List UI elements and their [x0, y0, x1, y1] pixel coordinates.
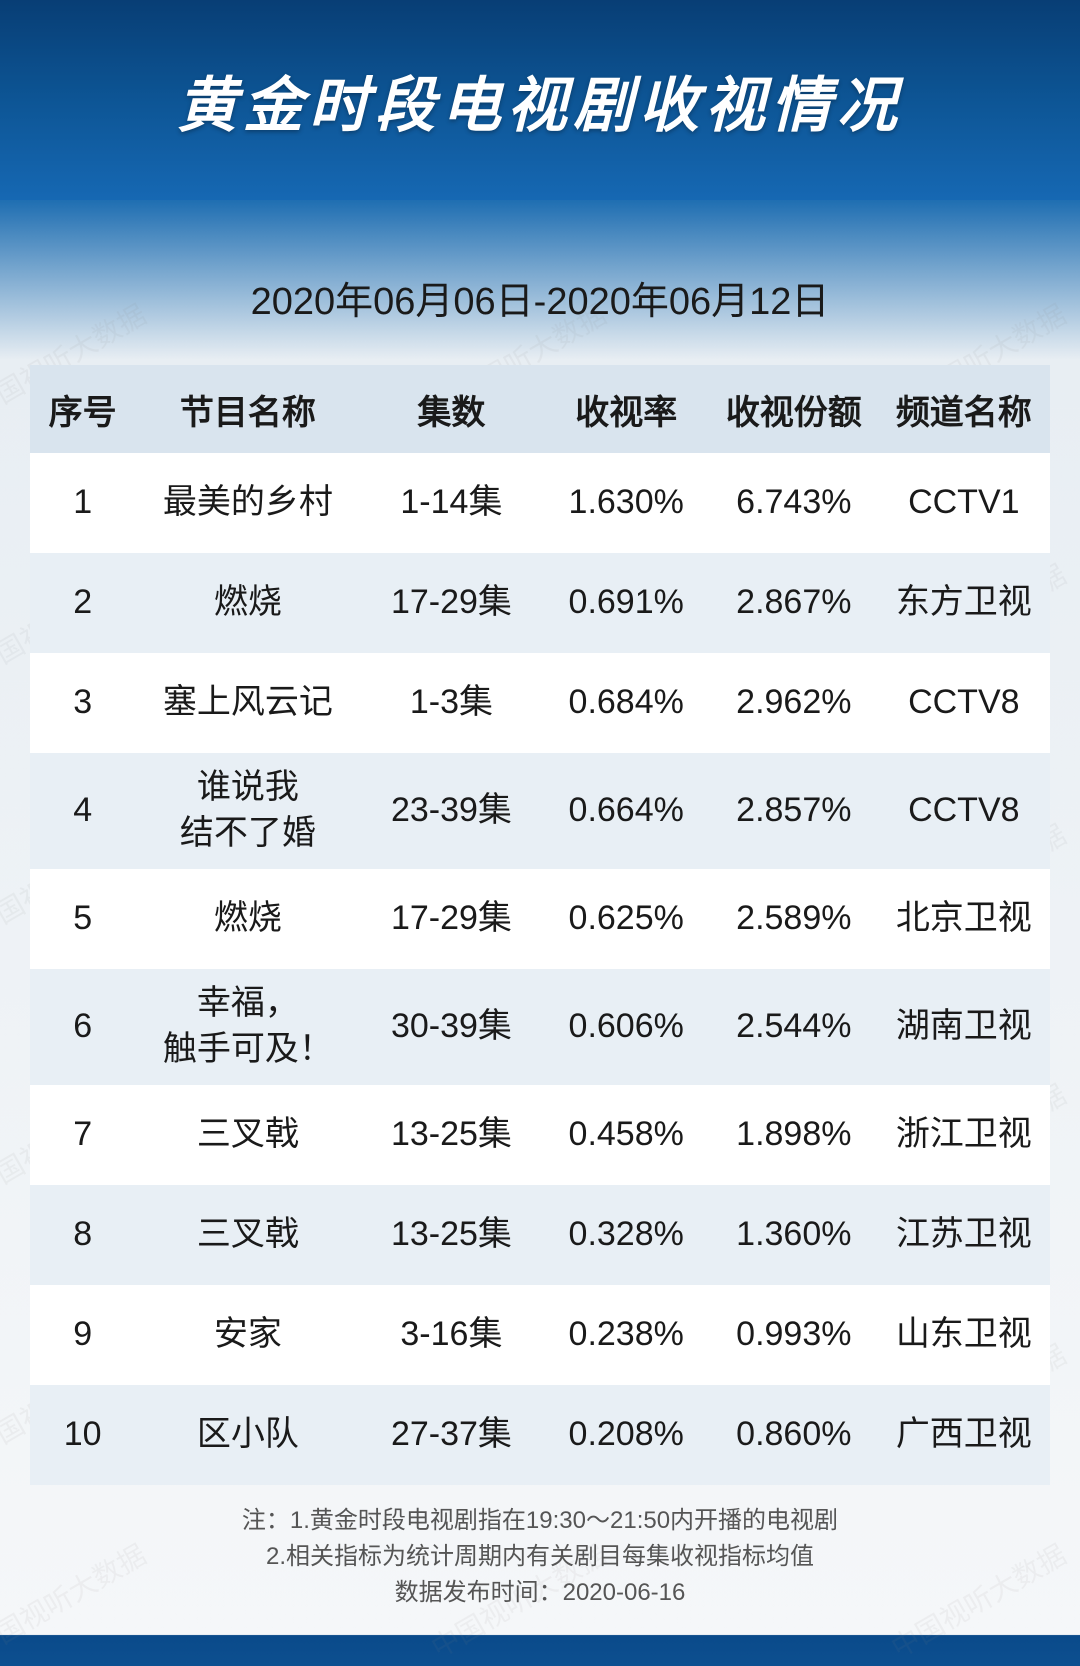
cell-name: 塞上风云记 [135, 680, 360, 726]
cell-channel: 东方卫视 [878, 580, 1050, 626]
cell-rating: 1.630% [542, 480, 710, 526]
col-header-name: 节目名称 [135, 385, 360, 434]
cell-share: 2.544% [710, 1004, 878, 1050]
table-row: 7 三叉戟 13-25集 0.458% 1.898% 浙江卫视 [30, 1085, 1050, 1185]
cell-share: 0.860% [710, 1412, 878, 1458]
cell-share: 2.857% [710, 788, 878, 834]
cell-eps: 3-16集 [360, 1312, 542, 1358]
cell-name: 燃烧 [135, 896, 360, 942]
col-header-rating: 收视率 [542, 385, 710, 434]
cell-rank: 2 [30, 580, 135, 626]
cell-name: 幸福， 触手可及！ [135, 981, 360, 1073]
cell-rank: 6 [30, 1004, 135, 1050]
cell-rank: 3 [30, 680, 135, 726]
table-row: 3 塞上风云记 1-3集 0.684% 2.962% CCTV8 [30, 653, 1050, 753]
table-header: 序号 节目名称 集数 收视率 收视份额 频道名称 [30, 365, 1050, 453]
ratings-table: 序号 节目名称 集数 收视率 收视份额 频道名称 1 最美的乡村 1-14集 1… [30, 365, 1050, 1485]
col-header-channel: 频道名称 [878, 385, 1050, 434]
cell-rank: 9 [30, 1312, 135, 1358]
cell-name: 谁说我 结不了婚 [135, 765, 360, 857]
cell-name: 三叉戟 [135, 1112, 360, 1158]
cell-channel: CCTV8 [878, 680, 1050, 726]
col-header-share: 收视份额 [710, 385, 878, 434]
footer: 注：1.黄金时段电视剧指在19:30～21:50内开播的电视剧 2.相关指标为统… [0, 1485, 1080, 1611]
cell-channel: 北京卫视 [878, 896, 1050, 942]
cell-rating: 0.625% [542, 896, 710, 942]
cell-channel: CCTV1 [878, 480, 1050, 526]
cell-rank: 5 [30, 896, 135, 942]
cell-rating: 0.238% [542, 1312, 710, 1358]
date-range: 2020年06月06日-2020年06月12日 [30, 240, 1050, 365]
cell-eps: 27-37集 [360, 1412, 542, 1458]
cell-rank: 10 [30, 1412, 135, 1458]
cell-rank: 8 [30, 1212, 135, 1258]
table-row: 1 最美的乡村 1-14集 1.630% 6.743% CCTV1 [30, 453, 1050, 553]
table-row: 2 燃烧 17-29集 0.691% 2.867% 东方卫视 [30, 553, 1050, 653]
cell-rating: 0.691% [542, 580, 710, 626]
cell-share: 1.898% [710, 1112, 878, 1158]
cell-channel: 山东卫视 [878, 1312, 1050, 1358]
header: 黄金时段电视剧收视情况 [0, 0, 1080, 200]
cell-rank: 1 [30, 480, 135, 526]
footer-publish: 数据发布时间：2020-06-16 [30, 1575, 1050, 1611]
footer-note-2: 2.相关指标为统计周期内有关剧目每集收视指标均值 [30, 1539, 1050, 1575]
cell-eps: 13-25集 [360, 1112, 542, 1158]
cell-eps: 1-14集 [360, 480, 542, 526]
page-title: 黄金时段电视剧收视情况 [177, 57, 903, 144]
col-header-rank: 序号 [30, 385, 135, 434]
cell-channel: 浙江卫视 [878, 1112, 1050, 1158]
cell-eps: 13-25集 [360, 1212, 542, 1258]
cell-name: 最美的乡村 [135, 480, 360, 526]
cell-rating: 0.328% [542, 1212, 710, 1258]
table-row: 4 谁说我 结不了婚 23-39集 0.664% 2.857% CCTV8 [30, 753, 1050, 869]
table-row: 9 安家 3-16集 0.238% 0.993% 山东卫视 [30, 1285, 1050, 1385]
cell-rating: 0.684% [542, 680, 710, 726]
cell-share: 2.867% [710, 580, 878, 626]
cell-eps: 17-29集 [360, 580, 542, 626]
footer-note-1: 注：1.黄金时段电视剧指在19:30～21:50内开播的电视剧 [30, 1503, 1050, 1539]
cell-rating: 0.664% [542, 788, 710, 834]
cell-eps: 30-39集 [360, 1004, 542, 1050]
table-body: 1 最美的乡村 1-14集 1.630% 6.743% CCTV1 2 燃烧 1… [30, 453, 1050, 1485]
cell-name: 燃烧 [135, 580, 360, 626]
cell-rank: 4 [30, 788, 135, 834]
cell-share: 2.589% [710, 896, 878, 942]
table-row: 10 区小队 27-37集 0.208% 0.860% 广西卫视 [30, 1385, 1050, 1485]
cell-share: 6.743% [710, 480, 878, 526]
cell-rating: 0.208% [542, 1412, 710, 1458]
cell-eps: 23-39集 [360, 788, 542, 834]
cell-rating: 0.458% [542, 1112, 710, 1158]
cell-share: 1.360% [710, 1212, 878, 1258]
cell-share: 0.993% [710, 1312, 878, 1358]
cell-rank: 7 [30, 1112, 135, 1158]
cell-channel: 江苏卫视 [878, 1212, 1050, 1258]
table-row: 8 三叉戟 13-25集 0.328% 1.360% 江苏卫视 [30, 1185, 1050, 1285]
cell-channel: CCTV8 [878, 788, 1050, 834]
cell-eps: 1-3集 [360, 680, 542, 726]
cell-rating: 0.606% [542, 1004, 710, 1050]
cell-name: 安家 [135, 1312, 360, 1358]
cell-eps: 17-29集 [360, 896, 542, 942]
cell-name: 区小队 [135, 1412, 360, 1458]
table-row: 6 幸福， 触手可及！ 30-39集 0.606% 2.544% 湖南卫视 [30, 969, 1050, 1085]
cell-channel: 湖南卫视 [878, 1004, 1050, 1050]
col-header-eps: 集数 [360, 385, 542, 434]
cell-share: 2.962% [710, 680, 878, 726]
cell-name: 三叉戟 [135, 1212, 360, 1258]
content: 2020年06月06日-2020年06月12日 序号 节目名称 集数 收视率 收… [0, 200, 1080, 1485]
table-row: 5 燃烧 17-29集 0.625% 2.589% 北京卫视 [30, 869, 1050, 969]
cell-channel: 广西卫视 [878, 1412, 1050, 1458]
